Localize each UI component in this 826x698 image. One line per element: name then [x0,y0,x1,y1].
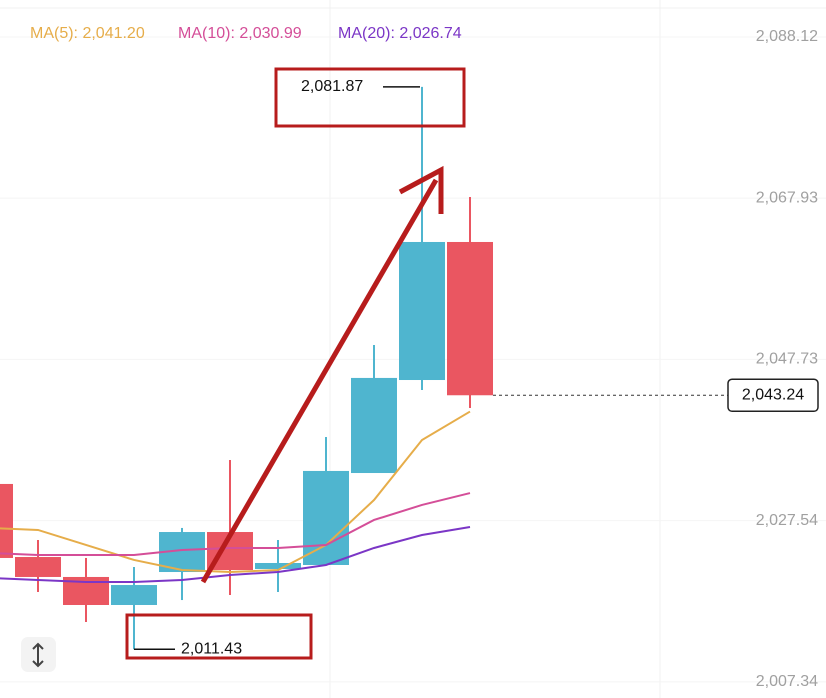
y-tick-label: 2,067.93 [756,189,818,206]
legend-entry: MA(20): 2,026.74 [338,25,462,42]
annotation-label: 2,011.43 [181,640,242,657]
legend-entry: MA(10): 2,030.99 [178,25,302,42]
annotation-layer [125,67,466,660]
y-tick-label: 2,088.12 [756,28,818,45]
expand-button[interactable] [21,637,56,672]
price-tag [727,378,819,413]
candle-body [0,483,13,558]
ma-line [0,410,471,574]
candle-body [351,377,397,474]
ma-line [0,526,471,583]
candle-body [111,585,157,605]
expand-icon [32,642,44,668]
arrow-head [398,165,444,214]
candle-body [15,557,61,577]
annotation-label: 2,081.87 [301,78,363,95]
y-tick-label: 2,027.54 [756,512,818,529]
arrow-shaft [200,178,439,584]
y-tick-label: 2,007.34 [756,673,818,690]
candle-body [399,241,445,381]
candle-body [447,241,493,396]
price-tag-label: 2,043.24 [742,386,804,403]
y-tick-label: 2,047.73 [756,351,818,368]
ma-line [0,492,471,557]
candle-body [303,470,349,565]
highlight-box [274,67,466,128]
candle-body [255,562,301,569]
highlight-box [125,613,313,660]
legend-entry: MA(5): 2,041.20 [30,25,145,42]
